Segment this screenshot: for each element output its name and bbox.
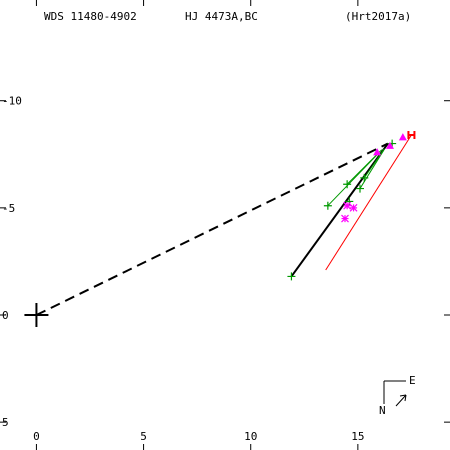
x-tick-label-2: 10 <box>244 430 257 443</box>
y-tick-label-1: -5 <box>2 202 15 215</box>
y-tick-label-2: 0 <box>2 309 9 322</box>
marks-group <box>24 131 416 327</box>
measure-point-3 <box>356 184 364 193</box>
measure-residual-2 <box>346 149 383 185</box>
measure-residual-3 <box>359 150 385 189</box>
star-point-2 <box>349 203 358 212</box>
star-point-0 <box>341 214 349 223</box>
compass-arrow-shaft <box>395 394 407 407</box>
reference-label: (Hrt2017a) <box>345 10 411 23</box>
primary-star-cross <box>24 303 49 327</box>
measure-point-2 <box>343 180 352 189</box>
wds-id-label: WDS 11480-4902 <box>44 10 137 23</box>
triangle-point-0 <box>373 148 382 156</box>
x-tick-label-0: 0 <box>33 430 40 443</box>
orbit-fit-line <box>325 134 412 271</box>
motion-line <box>290 142 389 278</box>
separation-dashed-line <box>35 142 389 316</box>
measure-point-4 <box>360 173 369 182</box>
measure-point-0 <box>287 272 296 281</box>
compass-north-label: N <box>379 404 386 417</box>
triangle-point-2 <box>398 133 407 141</box>
x-tick-label-1: 5 <box>140 430 147 443</box>
latest-position-marker <box>407 131 416 139</box>
y-tick-label-0: -10 <box>2 95 22 108</box>
y-tick-label-3: 5 <box>2 416 9 429</box>
discoverer-label: HJ 4473A,BC <box>185 10 258 23</box>
compass-east-label: E <box>409 374 416 387</box>
x-tick-label-3: 15 <box>351 430 364 443</box>
star-point-1 <box>343 201 352 210</box>
triangle-point-1 <box>386 141 394 149</box>
compass-rose: N E <box>379 374 416 417</box>
measure-residual-4 <box>363 148 385 179</box>
measure-point-1 <box>323 201 332 210</box>
compass-arrow-head <box>399 394 407 402</box>
